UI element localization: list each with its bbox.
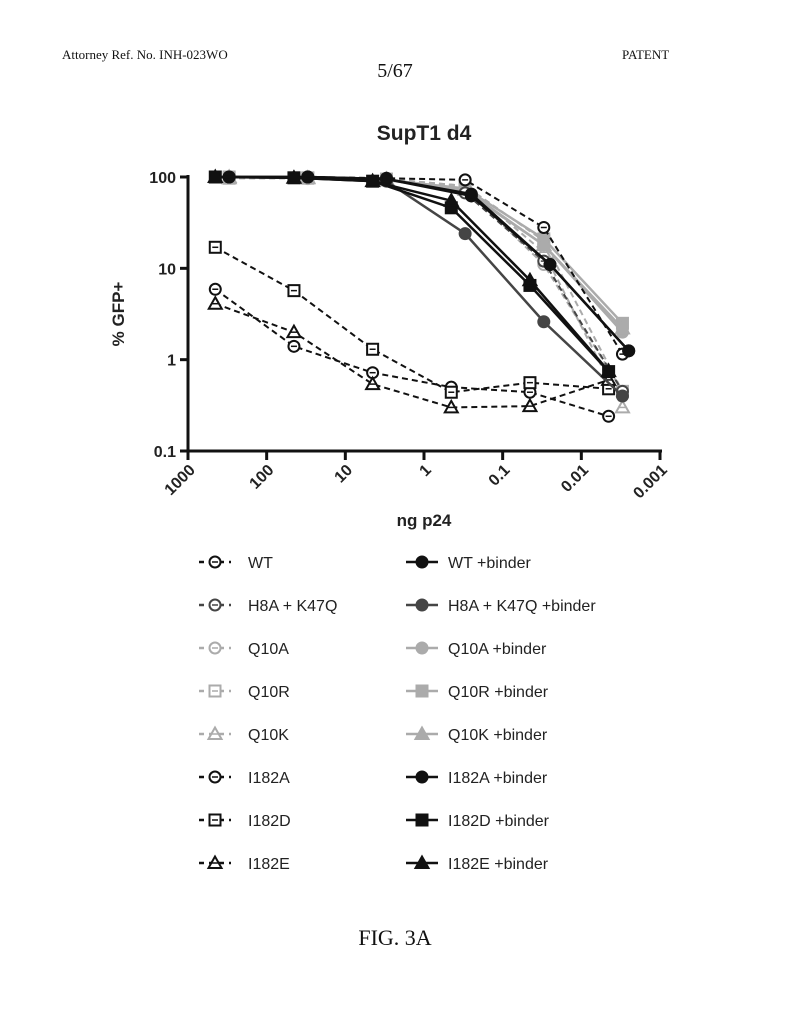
legend-label: Q10A: [248, 641, 289, 658]
legend-item: I182A +binder: [406, 770, 548, 787]
x-tick-label: 1: [417, 462, 435, 480]
series-line: [215, 175, 610, 372]
legend-item: I182D: [199, 813, 291, 830]
series-q10a-binder: [222, 170, 629, 339]
data-point: [207, 168, 224, 183]
legend-item: I182E: [199, 854, 290, 873]
legend-label: Q10A +binder: [448, 641, 547, 658]
legend-marker: [415, 598, 429, 612]
series-i182d-binder: [208, 170, 616, 379]
legend-label: I182E +binder: [448, 856, 549, 873]
chart-title: SupT1 d4: [377, 122, 472, 145]
data-point: [543, 258, 557, 272]
legend-label: Q10R +binder: [448, 684, 549, 701]
legend-item: Q10A +binder: [406, 641, 547, 658]
legend-label: WT +binder: [448, 555, 532, 572]
legend-item: Q10R: [199, 684, 290, 701]
data-point: [521, 271, 539, 287]
figure-label: FIG. 3A: [358, 925, 432, 950]
series-i182e-binder: [207, 168, 617, 378]
legend-label: WT: [248, 555, 273, 572]
legend-label: Q10K +binder: [448, 727, 548, 744]
legend-label: I182A: [248, 770, 290, 787]
legend-label: Q10R: [248, 684, 290, 701]
data-point: [458, 227, 472, 241]
page-number: 5/67: [377, 60, 413, 82]
legend-item: H8A + K47Q +binder: [406, 598, 596, 615]
patent-label: PATENT: [622, 47, 670, 62]
legend-item: Q10K +binder: [406, 725, 548, 744]
data-point: [614, 319, 631, 335]
legend-marker: [413, 854, 431, 869]
data-point: [285, 169, 303, 184]
legend-item: I182E +binder: [406, 854, 549, 873]
legend-item: I182A: [199, 770, 290, 787]
data-point: [615, 389, 629, 403]
legend-label: Q10K: [248, 727, 289, 744]
legend-label: I182D +binder: [448, 813, 550, 830]
legend-marker: [415, 555, 429, 569]
legend-label: H8A + K47Q +binder: [448, 598, 596, 615]
y-tick-label: 0.1: [154, 444, 176, 461]
y-axis-label: % GFP+: [109, 282, 128, 347]
legend-label: H8A + K47Q: [248, 598, 337, 615]
attorney-ref: Attorney Ref. No. INH-023WO: [62, 47, 228, 62]
x-tick-label: 10: [332, 462, 357, 487]
series-line: [215, 175, 610, 373]
data-point: [464, 187, 478, 201]
x-tick-label: 0.001: [630, 462, 670, 502]
legend-item: Q10R +binder: [406, 684, 549, 701]
series-line: [214, 302, 609, 409]
data-point: [600, 362, 617, 378]
legend-item: I182D +binder: [406, 813, 550, 830]
legend-label: I182A +binder: [448, 770, 548, 787]
legend-marker: [415, 641, 429, 655]
data-point: [535, 236, 553, 252]
series-i182a: [208, 282, 616, 423]
data-point: [537, 315, 551, 329]
series-i182d: [208, 240, 616, 399]
x-tick-label: 100: [247, 462, 278, 493]
data-point: [364, 172, 381, 188]
legend-item: WT +binder: [406, 555, 532, 572]
series-line: [214, 246, 609, 394]
legend-marker: [415, 770, 429, 784]
y-tick-label: 100: [149, 170, 176, 187]
x-tick-label: 0.01: [558, 462, 592, 496]
series-i182e: [207, 295, 617, 414]
legend-marker: [415, 813, 429, 827]
legend-marker: [415, 684, 429, 698]
legend-label: I182E: [248, 856, 290, 873]
x-tick-label: 1000: [162, 462, 199, 499]
series-line: [214, 288, 609, 418]
y-tick-label: 1: [167, 353, 176, 370]
legend-item: Q10A: [199, 641, 289, 658]
legend-item: WT: [199, 555, 273, 572]
data-point: [622, 344, 636, 358]
legend-marker: [413, 725, 431, 740]
data-point: [443, 192, 460, 207]
x-tick-label: 0.1: [486, 462, 514, 490]
legend-item: Q10K: [199, 725, 289, 744]
legend-label: I182D: [248, 813, 291, 830]
legend-item: H8A + K47Q: [199, 598, 337, 615]
x-axis-label: ng p24: [397, 511, 452, 530]
y-tick-label: 10: [158, 261, 176, 278]
